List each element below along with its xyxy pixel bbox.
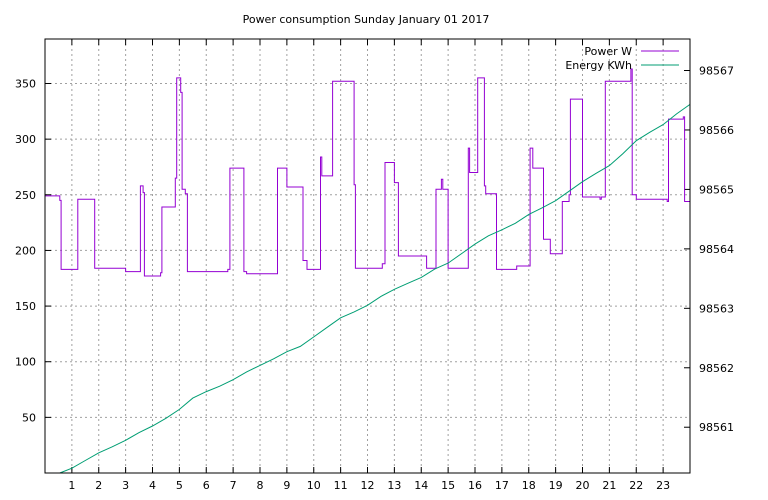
y2-tick-label: 98564 [699, 243, 734, 256]
y2-tick-label: 98562 [699, 362, 734, 375]
y2-tick-label: 98565 [699, 183, 734, 196]
y-tick-label: 250 [15, 189, 36, 202]
x-tick-label: 5 [176, 479, 183, 492]
x-tick-label: 4 [149, 479, 156, 492]
x-tick-label: 20 [576, 479, 590, 492]
legend: Power W Energy KWh [565, 45, 679, 72]
x-tick-label: 2 [95, 479, 102, 492]
x-tick-label: 13 [387, 479, 401, 492]
y2-tick-label: 98561 [699, 421, 734, 434]
grid-lines [45, 39, 690, 473]
x-tick-label: 7 [230, 479, 237, 492]
y-tick-label: 300 [15, 133, 36, 146]
x-tick-label: 10 [307, 479, 321, 492]
x-tick-label: 1 [68, 479, 75, 492]
axis-ticks: 1 2 3 4 5 6 7 8 9 10 11 12 13 14 15 16 17 18 19 20 21 22 23501… [15, 39, 734, 492]
y-tick-label: 100 [15, 356, 36, 369]
x-tick-label: 6 [203, 479, 210, 492]
x-tick-label: 19 [549, 479, 563, 492]
x-tick-label: 3 [122, 479, 129, 492]
y-tick-label: 350 [15, 78, 36, 91]
x-tick-label: 15 [441, 479, 455, 492]
y2-tick-label: 98567 [699, 65, 734, 78]
y2-tick-label: 98566 [699, 124, 734, 137]
x-tick-label: 17 [495, 479, 509, 492]
series-line-energy [59, 103, 691, 474]
x-tick-label: 21 [602, 479, 616, 492]
x-tick-label: 18 [522, 479, 536, 492]
x-tick-label: 22 [629, 479, 643, 492]
x-tick-label: 8 [257, 479, 264, 492]
x-tick-label: 16 [468, 479, 482, 492]
legend-label-power: Power W [584, 45, 632, 58]
series-line-power [45, 68, 690, 277]
legend-label-energy: Energy KWh [565, 59, 632, 72]
x-tick-label: 12 [361, 479, 375, 492]
y2-tick-label: 98563 [699, 302, 734, 315]
chart-title: Power consumption Sunday January 01 2017 [243, 13, 490, 26]
x-tick-label: 14 [414, 479, 428, 492]
y-tick-label: 50 [22, 411, 36, 424]
series-layer [45, 68, 691, 474]
plot-frame [44, 38, 691, 474]
x-tick-label: 11 [334, 479, 348, 492]
y-tick-label: 200 [15, 244, 36, 257]
y-tick-label: 150 [15, 300, 36, 313]
x-tick-label: 23 [656, 479, 670, 492]
x-tick-label: 9 [283, 479, 290, 492]
